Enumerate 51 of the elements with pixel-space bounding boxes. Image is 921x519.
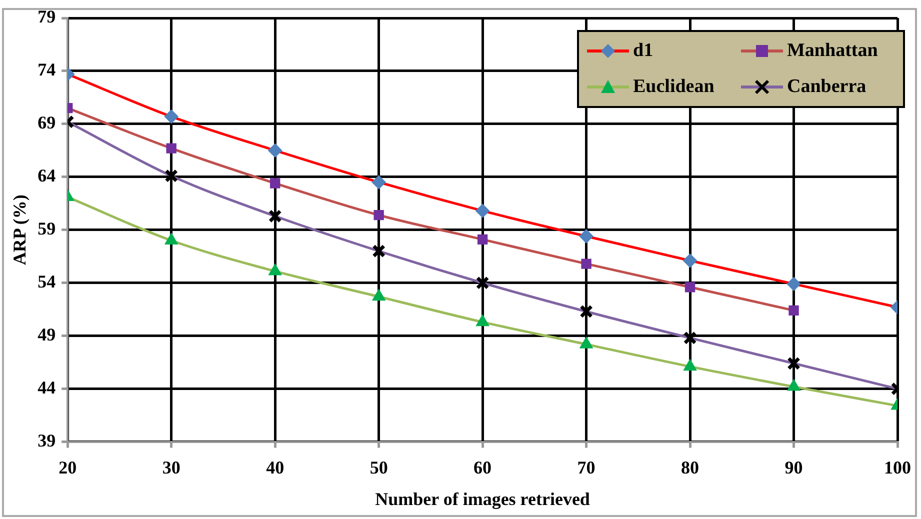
y-tick-label: 79 xyxy=(38,6,56,27)
y-tick-label: 54 xyxy=(38,272,56,292)
point xyxy=(372,244,386,258)
y-tick-label: 74 xyxy=(38,60,56,80)
x-tick-label: 100 xyxy=(884,457,911,478)
point xyxy=(268,209,282,223)
y-tick-label: 69 xyxy=(38,112,56,133)
x-tick-label: 60 xyxy=(474,457,492,478)
legend-label: Euclidean xyxy=(633,76,714,98)
y-tick-label: 59 xyxy=(38,218,56,239)
x-tick-label: 70 xyxy=(577,457,596,478)
point xyxy=(372,175,386,190)
point xyxy=(268,143,282,158)
y-tick-label: 39 xyxy=(38,430,56,450)
x-tick-label: 40 xyxy=(266,457,284,478)
x-tick-label: 50 xyxy=(370,457,388,478)
point xyxy=(476,204,490,218)
point xyxy=(787,356,800,370)
legend-label: d1 xyxy=(633,40,654,62)
point xyxy=(268,264,282,276)
x-axis-title: Number of images retrieved xyxy=(375,488,590,509)
y-tick-label: 64 xyxy=(38,166,56,186)
y-tick-label: 44 xyxy=(38,377,56,398)
point xyxy=(683,254,698,268)
point xyxy=(581,258,592,269)
point xyxy=(788,305,799,316)
point xyxy=(477,234,488,245)
point xyxy=(580,336,593,348)
y-tick-label: 49 xyxy=(38,324,56,345)
point xyxy=(270,178,280,188)
legend-label: Canberra xyxy=(787,76,866,98)
point xyxy=(372,289,386,301)
point xyxy=(786,276,801,291)
point xyxy=(476,314,490,326)
point xyxy=(787,379,800,391)
x-tick-label: 30 xyxy=(162,457,180,478)
point xyxy=(580,304,593,318)
point xyxy=(164,110,178,124)
y-axis-title: ARP (%) xyxy=(9,194,30,266)
legend-label: Manhattan xyxy=(787,40,878,62)
x-tick-label: 20 xyxy=(58,457,77,478)
point xyxy=(684,282,696,292)
x-tick-label: 80 xyxy=(681,457,700,478)
point xyxy=(166,143,176,154)
point xyxy=(683,359,697,371)
point xyxy=(579,229,594,244)
point xyxy=(476,276,490,290)
point xyxy=(374,210,384,220)
x-tick-label: 90 xyxy=(784,457,803,478)
point xyxy=(683,331,697,345)
point xyxy=(164,169,178,183)
